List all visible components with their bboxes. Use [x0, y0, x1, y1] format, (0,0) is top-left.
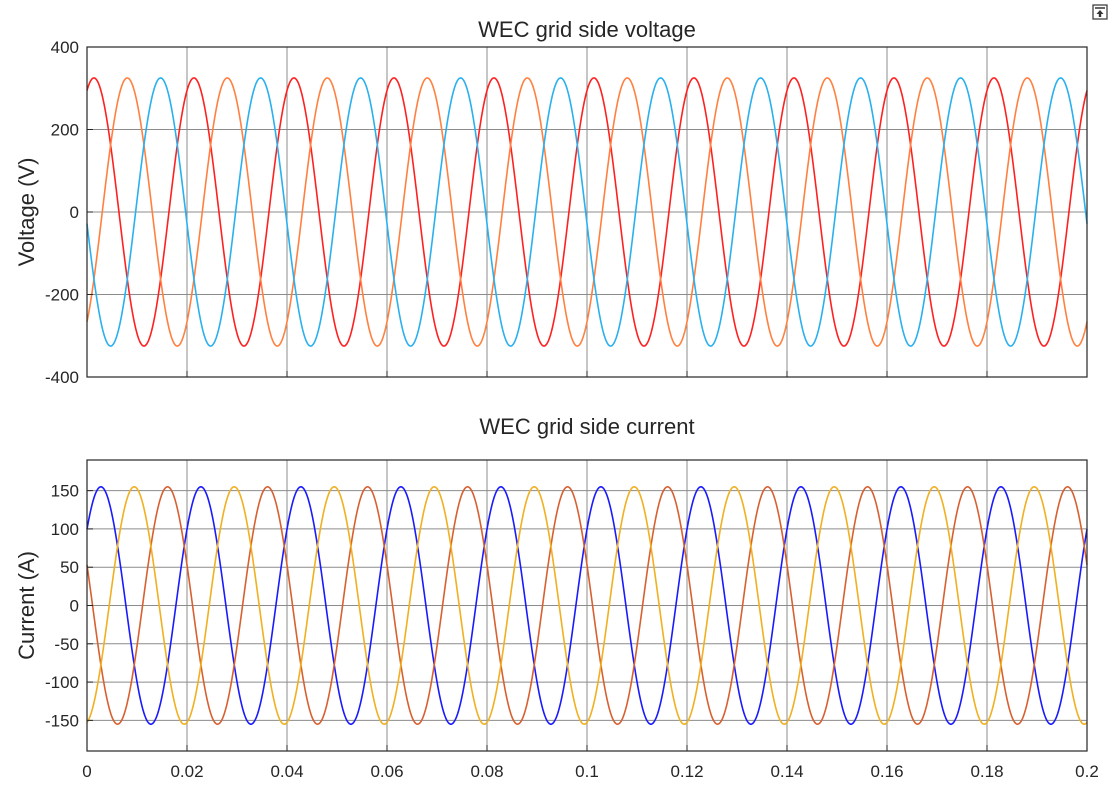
voltage-series-3: [86, 77, 1088, 347]
voltage-series-2: [86, 77, 1088, 347]
current-xtick-label-7: 0.14: [770, 762, 803, 781]
voltage-chart-title: WEC grid side voltage: [478, 17, 696, 42]
current-series-1: [86, 486, 1088, 725]
current-ytick-label-1: 100: [51, 520, 79, 539]
current-xtick-label-4: 0.08: [470, 762, 503, 781]
current-chart-title: WEC grid side current: [479, 414, 694, 439]
current-ytick-label-2: 50: [60, 558, 79, 577]
current-xtick-label-0: 0: [82, 762, 91, 781]
current-ytick-label-0: 150: [51, 482, 79, 501]
voltage-ytick-label-2: 0: [70, 203, 79, 222]
voltage-ytick-label-0: 400: [51, 38, 79, 57]
current-series-3: [86, 485, 1088, 726]
current-xtick-label-1: 0.02: [170, 762, 203, 781]
current-ytick-label-5: -100: [45, 673, 79, 692]
voltage-ylabel: Voltage (V): [14, 158, 39, 267]
current-ylabel: Current (A): [14, 551, 39, 660]
current-xtick-label-10: 0.2: [1075, 762, 1099, 781]
current-ytick-label-3: 0: [70, 597, 79, 616]
voltage-series-1: [86, 77, 1088, 347]
current-xtick-label-8: 0.16: [870, 762, 903, 781]
current-ytick-label-4: -50: [54, 635, 79, 654]
current-series-2: [86, 486, 1088, 725]
current-xtick-label-9: 0.18: [970, 762, 1003, 781]
voltage-chart: 400 200 0 -200 -400 WEC grid side voltage Volt…: [14, 17, 1088, 387]
current-xtick-label-2: 0.04: [270, 762, 303, 781]
voltage-ytick-label-1: 200: [51, 121, 79, 140]
current-ytick-label-6: -150: [45, 711, 79, 730]
voltage-ytick-label-3: -200: [45, 286, 79, 305]
undock-icon[interactable]: [1092, 4, 1108, 20]
current-xtick-label-5: 0.1: [575, 762, 599, 781]
current-xtick-label-3: 0.06: [370, 762, 403, 781]
current-xtick-label-6: 0.12: [670, 762, 703, 781]
current-chart: 150 100 50 0 -50 -100 -150 0 0.02 0.04 0.06 0.08 0.1…: [14, 414, 1099, 781]
voltage-ytick-label-4: -400: [45, 368, 79, 387]
